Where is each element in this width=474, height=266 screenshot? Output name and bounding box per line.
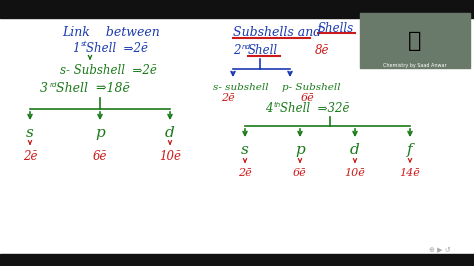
- Text: 👤: 👤: [408, 31, 422, 51]
- Text: s: s: [26, 126, 34, 140]
- Text: Link    between: Link between: [62, 27, 160, 39]
- Text: Shell  ⇒18ē: Shell ⇒18ē: [56, 82, 130, 95]
- Text: 6ē: 6ē: [301, 93, 315, 103]
- Text: st: st: [81, 41, 87, 47]
- Text: p: p: [295, 143, 305, 157]
- Text: d: d: [350, 143, 360, 157]
- Text: 8ē: 8ē: [315, 44, 329, 57]
- Text: Subshells and: Subshells and: [233, 27, 321, 39]
- Text: 2ē: 2ē: [238, 168, 252, 178]
- Text: p- Subshell: p- Subshell: [282, 84, 341, 93]
- Text: Chemistry by Saad Anwar: Chemistry by Saad Anwar: [383, 64, 447, 69]
- Bar: [360, 13, 470, 68]
- Text: p: p: [95, 126, 105, 140]
- Text: 10ē: 10ē: [345, 168, 365, 178]
- Text: 3: 3: [40, 82, 48, 95]
- Text: rd: rd: [50, 82, 57, 88]
- Text: 2: 2: [233, 44, 240, 57]
- Text: 2ē: 2ē: [221, 93, 235, 103]
- Text: Shells: Shells: [318, 22, 354, 35]
- Text: d: d: [165, 126, 175, 140]
- Text: s: s: [241, 143, 249, 157]
- Text: th: th: [274, 102, 281, 108]
- Text: 1: 1: [72, 41, 80, 55]
- Text: 10ē: 10ē: [159, 149, 181, 163]
- Text: Shell  ⇒32ē: Shell ⇒32ē: [280, 102, 349, 115]
- Text: f: f: [407, 143, 413, 157]
- Text: ⊕ ▶ ↺: ⊕ ▶ ↺: [429, 247, 451, 253]
- Bar: [0, 254, 474, 266]
- Text: 14ē: 14ē: [400, 168, 420, 178]
- Bar: [0, 0, 474, 18]
- Text: 4: 4: [265, 102, 273, 115]
- Text: 6ē: 6ē: [93, 149, 107, 163]
- Text: s- Subshell  ⇒2ē: s- Subshell ⇒2ē: [60, 64, 157, 77]
- Text: 2ē: 2ē: [23, 149, 37, 163]
- Text: nd: nd: [242, 44, 251, 50]
- Text: Shell: Shell: [248, 44, 278, 57]
- Text: Shell  ⇒2ē: Shell ⇒2ē: [86, 41, 148, 55]
- Text: s- subshell: s- subshell: [213, 84, 269, 93]
- Text: 6ē: 6ē: [293, 168, 307, 178]
